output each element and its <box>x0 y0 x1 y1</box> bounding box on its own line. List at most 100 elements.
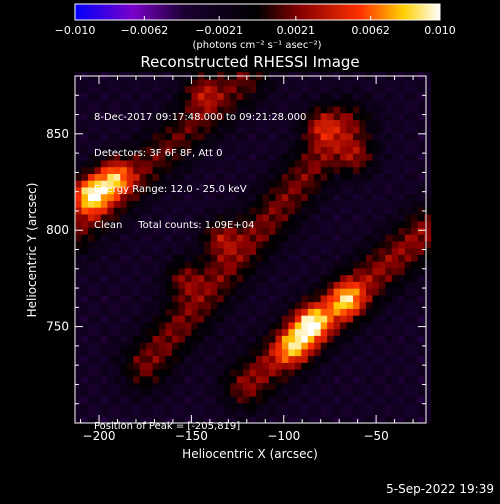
heatmap-pixel <box>346 240 354 249</box>
heatmap-pixel <box>288 85 296 93</box>
heatmap-pixel <box>197 105 205 114</box>
heatmap-pixel <box>314 321 322 330</box>
heatmap-pixel <box>275 362 283 370</box>
heatmap-pixel <box>152 308 160 316</box>
heatmap-pixel <box>262 227 270 235</box>
heatmap-pixel <box>404 308 412 316</box>
heatmap-pixel <box>87 139 95 147</box>
heatmap-pixel <box>294 362 302 370</box>
heatmap-pixel <box>288 78 296 87</box>
heatmap-pixel <box>75 274 83 282</box>
heatmap-pixel <box>171 112 180 120</box>
heatmap-pixel <box>191 396 199 404</box>
heatmap-pixel <box>307 288 315 296</box>
heatmap-pixel <box>398 402 406 411</box>
heatmap-pixel <box>385 288 393 296</box>
heatmap-pixel <box>81 294 89 303</box>
heatmap-pixel <box>146 92 154 100</box>
heatmap-pixel <box>372 85 380 93</box>
heatmap-pixel <box>230 247 238 255</box>
heatmap-pixel <box>281 112 289 120</box>
heatmap-pixel <box>327 146 335 154</box>
heatmap-pixel <box>113 254 121 262</box>
heatmap-pixel <box>398 234 406 242</box>
heatmap-pixel <box>191 240 199 249</box>
heatmap-pixel <box>191 274 199 282</box>
heatmap-pixel <box>100 92 108 100</box>
heatmap-pixel <box>307 207 315 215</box>
heatmap-pixel <box>171 402 180 411</box>
annotation-time-range: 8-Dec-2017 09:17:48.000 to 09:21:28.000 <box>94 112 307 123</box>
heatmap-pixel <box>126 200 134 208</box>
heatmap-pixel <box>256 301 264 309</box>
heatmap-pixel <box>120 139 128 147</box>
heatmap-pixel <box>411 240 419 249</box>
heatmap-pixel <box>223 173 231 181</box>
heatmap-pixel <box>87 342 95 350</box>
heatmap-pixel <box>107 126 115 134</box>
heatmap-pixel <box>307 396 315 404</box>
heatmap-pixel <box>307 348 315 357</box>
heatmap-pixel <box>281 288 289 296</box>
heatmap-pixel <box>320 308 328 316</box>
heatmap-pixel <box>365 240 374 249</box>
heatmap-pixel <box>197 173 205 181</box>
heatmap-pixel <box>210 126 218 134</box>
heatmap-pixel <box>333 301 341 309</box>
heatmap-pixel <box>327 396 335 404</box>
heatmap-pixel <box>327 389 335 397</box>
heatmap-pixel <box>178 308 186 316</box>
heatmap-pixel <box>230 166 238 174</box>
heatmap-pixel <box>340 328 348 336</box>
heatmap-pixel <box>100 173 108 181</box>
heatmap-pixel <box>230 146 238 154</box>
heatmap-pixel <box>107 355 115 363</box>
heatmap-pixel <box>346 396 354 404</box>
heatmap-pixel <box>236 402 244 411</box>
heatmap-pixel <box>217 321 225 330</box>
heatmap-pixel <box>307 166 315 174</box>
heatmap-pixel <box>94 274 102 282</box>
heatmap-pixel <box>256 220 264 228</box>
heatmap-pixel <box>107 105 115 114</box>
heatmap-pixel <box>133 409 141 417</box>
heatmap-pixel <box>301 220 309 228</box>
heatmap-pixel <box>120 126 128 134</box>
heatmap-pixel <box>327 402 335 411</box>
heatmap-pixel <box>87 301 95 309</box>
heatmap-pixel <box>120 281 128 289</box>
heatmap-pixel <box>281 99 289 107</box>
heatmap-pixel <box>249 139 257 147</box>
heatmap-pixel <box>113 396 121 404</box>
heatmap-pixel <box>243 85 251 93</box>
heatmap-pixel <box>100 200 108 208</box>
heatmap-pixel <box>340 315 348 323</box>
heatmap-pixel <box>159 382 167 390</box>
heatmap-pixel <box>372 186 380 195</box>
heatmap-pixel <box>391 281 399 289</box>
heatmap-pixel <box>288 288 296 296</box>
heatmap-pixel <box>340 85 348 93</box>
heatmap-pixel <box>146 173 154 181</box>
heatmap-pixel <box>94 227 102 235</box>
heatmap-pixel <box>294 173 302 181</box>
heatmap-pixel <box>281 328 289 336</box>
heatmap-pixel <box>171 355 180 363</box>
heatmap-pixel <box>75 355 83 363</box>
heatmap-pixel <box>184 281 192 289</box>
heatmap-pixel <box>146 321 154 330</box>
heatmap-pixel <box>223 99 231 107</box>
heatmap-pixel <box>204 153 212 161</box>
heatmap-pixel <box>223 207 231 215</box>
heatmap-pixel <box>184 240 192 249</box>
heatmap-pixel <box>256 328 264 336</box>
heatmap-pixel <box>113 281 121 289</box>
heatmap-pixel <box>236 234 244 242</box>
heatmap-pixel <box>249 267 257 276</box>
heatmap-pixel <box>378 105 386 114</box>
heatmap-pixel <box>146 342 154 350</box>
heatmap-pixel <box>417 240 425 249</box>
heatmap-pixel <box>197 220 205 228</box>
heatmap-pixel <box>294 126 302 134</box>
heatmap-pixel <box>159 146 167 154</box>
